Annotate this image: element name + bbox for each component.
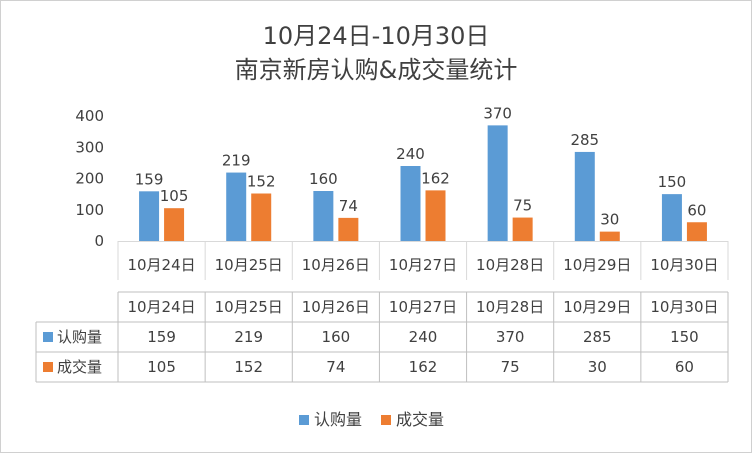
table-cell-0-3: 240 xyxy=(409,328,438,346)
legend-key-1 xyxy=(381,415,391,425)
data-label-1-1: 152 xyxy=(247,173,276,191)
bar-1-3 xyxy=(425,190,446,241)
bar-0-0 xyxy=(139,191,160,241)
table-header-3: 10月27日 xyxy=(389,298,457,316)
table-header-1: 10月25日 xyxy=(215,298,283,316)
x-tick-label-1: 10月25日 xyxy=(215,256,283,274)
y-tick-label-0: 0 xyxy=(94,232,104,250)
data-label-0-2: 160 xyxy=(309,170,338,188)
legend-label-0: 认购量 xyxy=(314,410,362,429)
table-cell-0-0: 159 xyxy=(147,328,176,346)
bar-0-4 xyxy=(487,125,508,241)
table-row-label-1: 成交量 xyxy=(57,358,102,376)
y-tick-label-3: 300 xyxy=(75,138,104,156)
table-cell-1-2: 74 xyxy=(326,358,345,376)
legend-key-0 xyxy=(299,415,309,425)
bar-1-6 xyxy=(686,222,707,241)
bar-0-1 xyxy=(226,172,247,241)
table-cell-1-3: 162 xyxy=(409,358,438,376)
data-label-0-1: 219 xyxy=(222,152,251,170)
table-cell-0-6: 150 xyxy=(670,328,699,346)
table-cell-0-5: 285 xyxy=(583,328,612,346)
bar-0-3 xyxy=(400,166,421,241)
legend-label-1: 成交量 xyxy=(396,410,444,429)
x-tick-label-5: 10月29日 xyxy=(563,256,631,274)
table-cell-0-1: 219 xyxy=(234,328,263,346)
y-tick-label-4: 400 xyxy=(75,107,104,125)
table-header-2: 10月26日 xyxy=(302,298,370,316)
table-row-label-0: 认购量 xyxy=(57,328,102,346)
bar-0-6 xyxy=(661,194,682,241)
bar-1-0 xyxy=(164,208,185,241)
data-label-1-6: 60 xyxy=(687,201,706,219)
table-cell-1-1: 152 xyxy=(234,358,263,376)
data-label-1-0: 105 xyxy=(160,187,189,205)
x-tick-label-6: 10月30日 xyxy=(650,256,718,274)
y-axis: 0 100 200 300 400 xyxy=(75,107,104,250)
data-label-1-3: 162 xyxy=(421,169,450,187)
table-cell-0-4: 370 xyxy=(496,328,525,346)
y-tick-label-2: 200 xyxy=(75,170,104,188)
x-tick-label-3: 10月27日 xyxy=(389,256,457,274)
table-cell-1-6: 60 xyxy=(675,358,694,376)
table-header-5: 10月29日 xyxy=(563,298,631,316)
data-label-1-2: 74 xyxy=(339,197,358,215)
data-label-0-5: 285 xyxy=(570,131,599,149)
y-tick-label-1: 100 xyxy=(75,201,104,219)
data-label-1-5: 30 xyxy=(600,211,619,229)
bar-0-5 xyxy=(574,151,595,241)
table-legend-key-1 xyxy=(43,362,53,372)
x-tick-label-2: 10月26日 xyxy=(302,256,370,274)
data-label-0-0: 159 xyxy=(135,170,164,188)
table-legend-key-0 xyxy=(43,332,53,342)
data-label-0-6: 150 xyxy=(658,173,687,191)
table-header-0: 10月24日 xyxy=(127,298,195,316)
chart-subtitle: 南京新房认购&成交量统计 xyxy=(235,56,518,84)
data-label-0-3: 240 xyxy=(396,145,425,163)
bar-1-5 xyxy=(599,231,620,241)
bar-1-1 xyxy=(251,193,272,241)
data-table: 10月24日 10月25日 10月26日 10月27日 10月28日 10月29日 10月3… xyxy=(35,291,729,383)
table-cell-1-5: 30 xyxy=(588,358,607,376)
table-cell-1-4: 75 xyxy=(501,358,520,376)
bar-0-2 xyxy=(313,191,334,241)
bar-1-2 xyxy=(338,217,359,241)
data-label-1-4: 75 xyxy=(513,197,532,215)
table-cell-0-2: 160 xyxy=(322,328,351,346)
chart-title: 10月24日-10月30日 xyxy=(263,22,490,50)
x-tick-label-4: 10月28日 xyxy=(476,256,544,274)
x-tick-label-0: 10月24日 xyxy=(127,256,195,274)
table-header-6: 10月30日 xyxy=(650,298,718,316)
data-label-0-4: 370 xyxy=(483,104,512,122)
x-axis: 10月24日 10月25日 10月26日 10月27日 10月28日 10月29日 10月3… xyxy=(117,241,729,280)
legend: 认购量 成交量 xyxy=(299,410,444,429)
table-cell-1-0: 105 xyxy=(147,358,176,376)
table-header-4: 10月28日 xyxy=(476,298,544,316)
bar-1-4 xyxy=(512,217,533,241)
